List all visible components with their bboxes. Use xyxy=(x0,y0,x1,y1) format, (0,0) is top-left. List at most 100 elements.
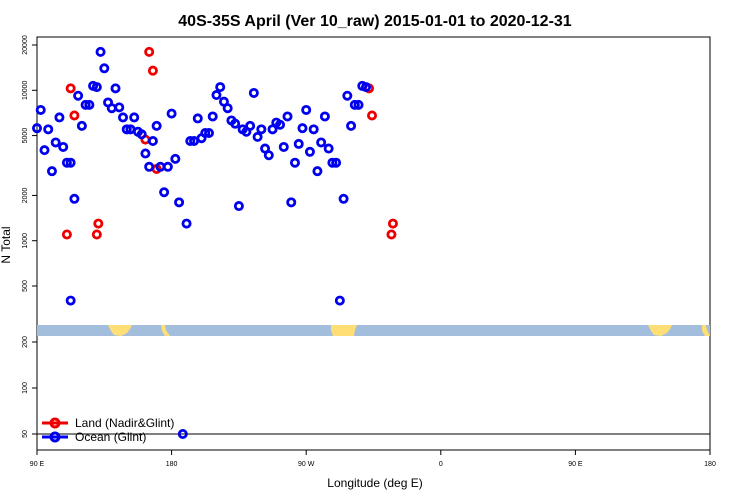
land-data-point xyxy=(91,229,102,240)
ocean-data-point xyxy=(162,161,173,172)
ocean-data-point xyxy=(159,187,170,198)
ocean-data-point xyxy=(84,99,95,110)
land-data-point xyxy=(387,218,398,229)
ocean-data-point xyxy=(95,46,106,57)
ocean-data-point xyxy=(151,120,162,131)
chart-title: 40S-35S April (Ver 10_raw) 2015-01-01 to… xyxy=(178,13,572,30)
ocean-data-point xyxy=(361,82,372,93)
x-tick-label: 0 xyxy=(439,461,443,468)
ocean-data-point xyxy=(50,137,61,148)
ocean-data-point xyxy=(331,157,342,168)
x-axis-label: Longitude (deg E) xyxy=(327,476,422,490)
y-tick-label: 200 xyxy=(22,336,29,348)
ocean-data-point xyxy=(278,141,289,152)
ocean-data-point xyxy=(230,118,241,129)
ocean-data-point xyxy=(192,113,203,124)
y-axis-label: N Total xyxy=(0,226,13,263)
ocean-data-point xyxy=(301,104,312,115)
ocean-data-point xyxy=(323,143,334,154)
ocean-data-point xyxy=(252,131,263,142)
land-data-point xyxy=(367,110,378,121)
y-axis-ticks: 500 1000 2000 5000 10000 20000 50 100 200 xyxy=(22,35,37,438)
ocean-data-point xyxy=(114,102,125,113)
ocean-data-point xyxy=(275,119,286,130)
x-tick-label: 180 xyxy=(166,461,178,468)
ocean-data-point xyxy=(91,82,102,93)
ocean-data-point xyxy=(308,124,319,135)
land-data-point xyxy=(69,110,80,121)
legend-label-land: Land (Nadir&Glint) xyxy=(75,416,174,430)
ocean-data-point xyxy=(76,120,87,131)
ocean-data-point xyxy=(35,104,46,115)
ocean-data-point xyxy=(106,103,117,114)
ocean-data-point xyxy=(334,295,345,306)
data-points xyxy=(32,46,398,439)
ocean-data-point xyxy=(289,157,300,168)
ocean-data-point xyxy=(174,197,185,208)
ocean-data-point xyxy=(61,157,72,168)
ocean-data-point xyxy=(147,136,158,147)
ocean-data-point xyxy=(248,87,259,98)
ocean-data-point xyxy=(286,197,297,208)
legend: Land (Nadir&Glint) Ocean (Glint) xyxy=(42,416,174,444)
ocean-data-point xyxy=(65,295,76,306)
ocean-data-point xyxy=(117,112,128,123)
ocean-data-point xyxy=(342,90,353,101)
ocean-data-point xyxy=(65,157,76,168)
ocean-data-point xyxy=(222,103,233,114)
y-tick-label: 1000 xyxy=(22,233,29,249)
ocean-data-point xyxy=(297,123,308,134)
ocean-data-point xyxy=(177,428,188,439)
map-land-australia-1 xyxy=(108,325,132,336)
map-land-nz-1 xyxy=(161,325,170,336)
map-ocean-band xyxy=(37,325,710,336)
ocean-data-point xyxy=(129,112,140,123)
ocean-data-point xyxy=(69,193,80,204)
x-tick-label: 90 W xyxy=(298,461,315,468)
ocean-data-point xyxy=(211,90,222,101)
ocean-data-point xyxy=(327,157,338,168)
ocean-data-point xyxy=(349,99,360,110)
legend-label-ocean: Ocean (Glint) xyxy=(75,430,146,444)
ocean-data-point xyxy=(136,129,147,140)
ocean-data-point xyxy=(170,153,181,164)
ocean-data-point xyxy=(80,99,91,110)
ocean-data-point xyxy=(121,124,132,135)
map-land-south-america xyxy=(331,325,357,336)
y-tick-label: 20000 xyxy=(22,35,29,55)
ocean-data-point xyxy=(58,141,69,152)
y-tick-label: 100 xyxy=(22,382,29,394)
y-tick-label: 10000 xyxy=(22,80,29,100)
ocean-data-point xyxy=(304,146,315,157)
ocean-data-point xyxy=(181,218,192,229)
land-data-point xyxy=(61,229,72,240)
y-tick-label: 5000 xyxy=(22,128,29,144)
ocean-data-point xyxy=(144,161,155,172)
ocean-data-point xyxy=(73,90,84,101)
ocean-data-point xyxy=(39,145,50,156)
ocean-data-point xyxy=(312,166,323,177)
land-data-point xyxy=(65,83,76,94)
map-land-nz-2 xyxy=(702,325,710,336)
ocean-data-point xyxy=(319,111,330,122)
x-tick-label: 180 xyxy=(704,461,716,468)
ocean-data-point xyxy=(256,124,267,135)
ocean-data-point xyxy=(32,123,43,134)
plot-frame xyxy=(36,36,711,451)
y-tick-label: 500 xyxy=(22,280,29,292)
ocean-data-point xyxy=(46,166,57,177)
x-tick-label: 90 E xyxy=(568,461,583,468)
ocean-data-point xyxy=(140,148,151,159)
ocean-data-point xyxy=(166,108,177,119)
ocean-data-point xyxy=(263,150,274,161)
ocean-data-point xyxy=(200,128,211,139)
land-data-point xyxy=(147,65,158,76)
x-tick-label: 90 E xyxy=(30,461,45,468)
y-tick-label: 2000 xyxy=(22,188,29,204)
land-data-point xyxy=(386,229,397,240)
ocean-data-point xyxy=(207,111,218,122)
ocean-data-point xyxy=(185,136,196,147)
ocean-data-point xyxy=(338,193,349,204)
ocean-data-point xyxy=(99,63,110,74)
